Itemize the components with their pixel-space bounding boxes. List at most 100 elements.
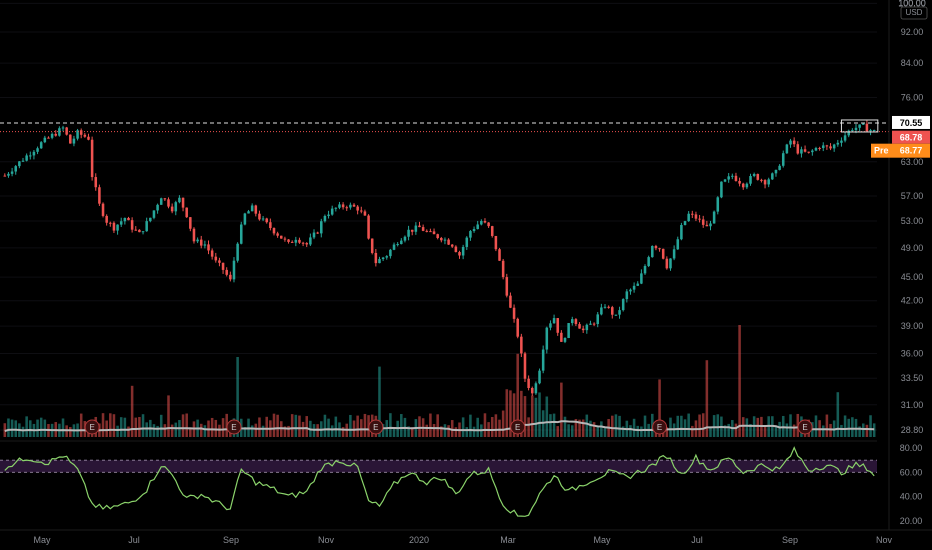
candle-body: [76, 130, 79, 139]
volume-bar: [603, 427, 607, 437]
volume-bar: [741, 417, 745, 437]
candle-body: [105, 215, 108, 223]
candle-body: [589, 323, 592, 325]
volume-bar: [469, 414, 472, 437]
candle-body: [323, 215, 327, 222]
volume-bar: [14, 420, 18, 437]
candle-body: [738, 180, 741, 184]
volume-bar: [618, 415, 621, 437]
candle-body: [381, 257, 385, 260]
candle-body: [818, 147, 821, 149]
volume-bar: [214, 419, 218, 437]
earnings-marker[interactable]: E: [84, 419, 100, 435]
earnings-circle: [226, 419, 242, 435]
candle-body: [370, 238, 374, 253]
volume-bar: [789, 414, 792, 437]
candle-body: [258, 213, 261, 220]
volume-bar: [123, 417, 127, 437]
candle-body: [792, 140, 796, 145]
volume-bar: [7, 418, 10, 437]
volume-bar: [447, 425, 450, 437]
candle-body: [134, 229, 138, 231]
candle-body: [607, 306, 610, 308]
volume-bar: [79, 413, 83, 437]
volume-bar: [323, 414, 327, 437]
price-axis[interactable]: 100.00 92.00 84.00 76.00 63.00 57.00 53.00 49.0…: [888, 0, 928, 441]
volume-bar: [756, 417, 760, 437]
candle-body: [440, 237, 443, 241]
candle-body: [611, 307, 614, 315]
time-tick-label: May: [33, 535, 51, 545]
rsi-tick-label: 60.00: [900, 467, 923, 477]
volume-bar: [378, 366, 381, 437]
volume-bar: [454, 427, 458, 437]
earnings-marker[interactable]: E: [226, 419, 242, 435]
rsi-tick-label: 40.00: [900, 492, 923, 502]
candle-body: [305, 243, 309, 245]
volume-bar: [749, 423, 752, 437]
earnings-marker[interactable]: E: [797, 419, 813, 435]
rsi-axis[interactable]: 80.00 60.00 40.00 20.00: [888, 441, 923, 530]
candle-body: [709, 223, 712, 227]
candle-body: [778, 165, 781, 170]
candle-body: [218, 260, 221, 263]
rsi-tick-label: 20.00: [900, 516, 923, 526]
volume-bar: [581, 419, 585, 437]
volume-bar: [43, 419, 47, 437]
candle-body: [854, 127, 858, 131]
candle-body: [781, 153, 785, 166]
candle-body: [654, 245, 658, 249]
earnings-marker[interactable]: E: [510, 419, 526, 435]
volume-bar: [210, 417, 214, 437]
candle-body: [560, 332, 563, 342]
candle-body: [345, 207, 349, 209]
last-price-badge: 68.78: [892, 130, 930, 144]
candle-body: [58, 128, 61, 136]
candle-body: [298, 239, 301, 243]
volume-bar: [530, 395, 534, 437]
candle-body: [618, 310, 621, 315]
candle-body: [290, 241, 294, 243]
volume-bar: [127, 426, 130, 437]
earnings-circle: [510, 419, 526, 435]
volume-bar: [516, 353, 519, 437]
volume-bar: [301, 421, 305, 437]
earnings-marker[interactable]: E: [368, 419, 384, 435]
volume-bar: [167, 395, 170, 437]
candle-body: [400, 240, 403, 245]
candle-body: [152, 210, 156, 218]
candle-body: [149, 217, 152, 222]
candle-body: [112, 222, 116, 231]
candle-body: [283, 238, 287, 240]
candle-body: [341, 204, 345, 208]
candle-body: [414, 225, 418, 232]
volume-bar: [203, 425, 207, 437]
candle-body: [596, 314, 600, 325]
candle-body: [741, 183, 745, 188]
candle-body: [720, 181, 723, 198]
earnings-marker[interactable]: E: [652, 419, 668, 435]
candle-body: [621, 299, 625, 311]
volume-bar: [119, 417, 123, 437]
candle-body: [581, 328, 585, 331]
time-axis[interactable]: May Jul Sep Nov 2020 Mar May Jul Sep Nov: [0, 529, 932, 545]
volume-bar: [156, 425, 159, 437]
candle-body: [72, 138, 76, 144]
time-tick-label: 2020: [409, 535, 429, 545]
volume-bar: [861, 423, 865, 437]
volume-bar: [283, 426, 287, 437]
candle-body: [520, 336, 523, 354]
candle-body: [167, 199, 170, 207]
volume-bar: [716, 414, 720, 437]
candle-body: [829, 146, 832, 149]
candle-body: [47, 137, 50, 139]
candle-body: [647, 257, 650, 267]
candle-body: [334, 207, 338, 209]
volume-bar: [450, 420, 454, 437]
volume-bar: [440, 426, 443, 437]
currency-label[interactable]: USD: [906, 8, 923, 17]
candle-body: [7, 173, 10, 176]
volume-bar: [578, 419, 581, 437]
